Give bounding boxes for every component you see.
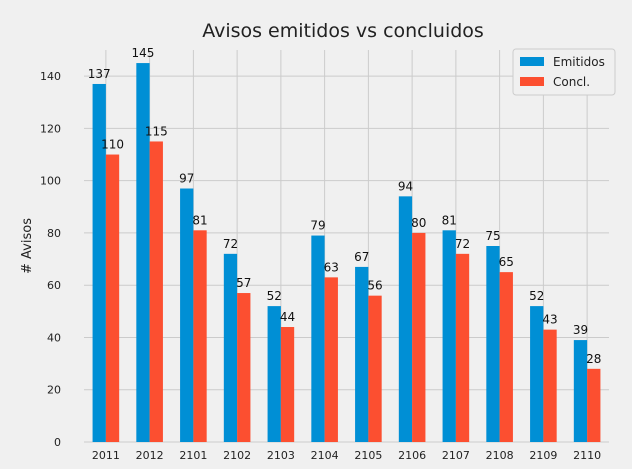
y-tick-label: 140	[40, 70, 61, 83]
data-label: 56	[367, 279, 382, 293]
x-tick-label: 2011	[92, 449, 120, 462]
y-tick-label: 40	[47, 331, 61, 344]
x-tick-label: 2109	[529, 449, 557, 462]
legend-swatch-concl	[520, 77, 544, 86]
data-label: 137	[88, 67, 111, 81]
bar-emitidos	[573, 340, 588, 442]
bar-concl	[499, 272, 513, 442]
bar-concl	[455, 253, 470, 442]
y-tick-label: 120	[40, 122, 61, 135]
data-label: 63	[324, 260, 339, 274]
y-tick-label: 20	[47, 384, 61, 397]
data-label: 44	[280, 310, 295, 324]
data-labels: 137 110 145 115 97 81 72 57 52 44 79 63 67 56 94 80 81 72…	[88, 46, 602, 366]
data-label: 115	[145, 124, 168, 138]
bar-concl	[193, 230, 207, 442]
y-tick-label: 0	[54, 436, 61, 449]
bar-emitidos	[223, 253, 238, 442]
data-label: 145	[132, 46, 155, 60]
bar-emitidos	[398, 196, 413, 442]
data-label: 65	[499, 255, 514, 269]
data-label: 52	[529, 289, 544, 303]
data-label: 79	[310, 219, 325, 233]
bar-concl	[368, 295, 382, 442]
bar-concl	[105, 154, 120, 443]
data-label: 81	[442, 213, 457, 227]
bar-emitidos	[92, 83, 106, 443]
x-tick-label: 2102	[223, 449, 251, 462]
y-axis-ticks: 0 20 40 60 80 100 120 140	[40, 70, 61, 449]
bar-concl	[324, 277, 338, 442]
data-label: 72	[223, 237, 238, 251]
data-label: 52	[267, 289, 282, 303]
data-label: 94	[398, 179, 413, 193]
data-label: 97	[179, 172, 194, 186]
data-label: 43	[542, 313, 557, 327]
chart-title: Avisos emitidos vs concluidos	[202, 20, 484, 42]
x-tick-label: 2107	[442, 449, 470, 462]
y-axis-label: # Avisos	[20, 218, 35, 274]
data-label: 72	[455, 237, 470, 251]
data-label: 81	[192, 213, 207, 227]
y-tick-label: 60	[47, 279, 61, 292]
bar-emitidos	[486, 246, 500, 442]
bar-concl	[587, 368, 601, 442]
data-label: 57	[236, 276, 251, 290]
x-tick-label: 2012	[136, 449, 164, 462]
x-tick-label: 2108	[486, 449, 514, 462]
bar-concl	[149, 141, 163, 442]
bar-concl	[237, 293, 251, 442]
data-label: 28	[586, 352, 601, 366]
data-label: 80	[411, 216, 426, 230]
legend: Emitidos Concl.	[512, 48, 616, 96]
y-tick-label: 80	[47, 227, 61, 240]
bar-emitidos	[180, 188, 194, 442]
bar-concl	[280, 327, 295, 442]
x-tick-label: 2110	[573, 449, 601, 462]
legend-label-emitidos: Emitidos	[553, 55, 605, 69]
bar-emitidos	[442, 230, 456, 442]
y-tick-label: 100	[40, 175, 61, 188]
x-tick-label: 2105	[354, 449, 382, 462]
legend-swatch-emitidos	[520, 57, 544, 66]
bar-emitidos	[355, 266, 369, 442]
bar-concl	[412, 232, 426, 442]
bar-concl	[543, 329, 557, 442]
bar-emitidos	[136, 63, 150, 443]
x-tick-label: 2101	[179, 449, 207, 462]
data-label: 39	[573, 323, 588, 337]
data-label: 67	[354, 250, 369, 264]
bar-emitidos	[267, 306, 281, 442]
bars	[92, 63, 601, 443]
bar-emitidos	[311, 235, 325, 442]
bar-emitidos	[530, 306, 544, 442]
x-axis-ticks: 2011 2012 2101 2102 2103 2104 2105 2106 2107 2108…	[92, 449, 601, 462]
legend-label-concl: Concl.	[553, 75, 590, 89]
x-tick-label: 2103	[267, 449, 295, 462]
x-tick-label: 2106	[398, 449, 426, 462]
x-tick-label: 2104	[311, 449, 339, 462]
data-label: 75	[485, 229, 500, 243]
data-label: 110	[101, 138, 124, 152]
